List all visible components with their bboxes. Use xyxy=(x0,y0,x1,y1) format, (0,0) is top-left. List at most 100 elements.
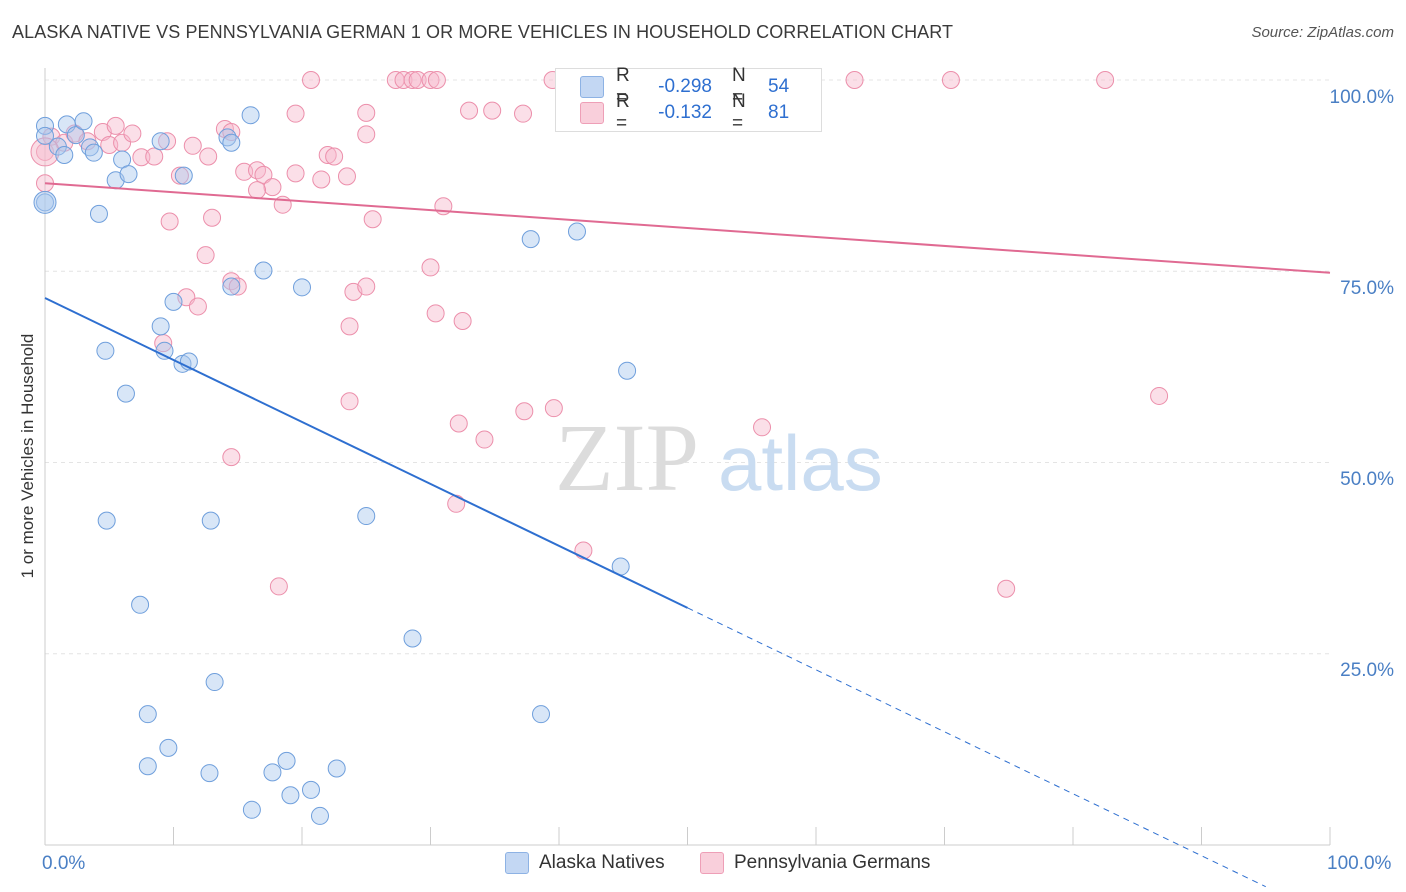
data-point xyxy=(158,132,177,151)
pennsylvania-germans-legend-swatch xyxy=(700,852,724,874)
data-point xyxy=(318,145,337,164)
n-label: N = xyxy=(732,91,746,134)
data-point xyxy=(941,71,960,89)
data-point xyxy=(119,165,138,184)
data-point xyxy=(30,137,60,167)
y-axis-title: 1 or more Vehicles in Household xyxy=(18,333,37,579)
data-point xyxy=(337,167,356,186)
stats-row-pennsylvania-germans: R = -0.132 N = 81 xyxy=(580,91,808,134)
watermark: ZIP atlas xyxy=(555,404,883,511)
data-point xyxy=(293,278,311,297)
data-point xyxy=(521,230,540,249)
data-point xyxy=(241,106,260,125)
data-point xyxy=(357,125,376,144)
alaska-natives-points xyxy=(33,106,637,825)
data-point xyxy=(203,208,222,227)
watermark-zip: ZIP xyxy=(555,404,699,511)
data-point xyxy=(188,297,207,316)
data-point xyxy=(89,204,108,223)
data-point xyxy=(248,161,267,180)
alaska-natives-swatch xyxy=(580,76,604,98)
data-point xyxy=(426,304,445,323)
data-point xyxy=(36,126,54,145)
data-point xyxy=(753,418,772,437)
data-point xyxy=(55,145,74,164)
series-legend: Alaska Natives Pennsylvania Germans xyxy=(0,852,1406,878)
data-point xyxy=(1096,71,1115,89)
data-point xyxy=(66,126,85,145)
data-point xyxy=(475,430,494,449)
y-tick-label-100: 100.0% xyxy=(1329,87,1394,108)
data-point xyxy=(96,341,115,360)
data-point xyxy=(269,577,288,596)
data-point xyxy=(340,317,359,336)
data-point xyxy=(222,448,241,467)
data-point xyxy=(460,101,479,120)
data-point xyxy=(277,751,296,770)
watermark-atlas: atlas xyxy=(718,419,883,507)
data-point xyxy=(363,210,382,229)
stats-legend: R = -0.298 N = 54 R = -0.132 N = 81 xyxy=(555,65,822,134)
data-point xyxy=(408,71,427,89)
data-point xyxy=(159,738,178,757)
data-point xyxy=(286,104,305,123)
data-point xyxy=(145,147,164,166)
data-point xyxy=(357,507,376,526)
pennsylvania-germans-swatch xyxy=(580,102,604,124)
trend-lines xyxy=(44,182,1331,888)
data-point xyxy=(310,806,329,825)
data-point xyxy=(205,673,224,692)
data-point xyxy=(325,147,344,166)
data-point xyxy=(33,190,57,214)
data-point xyxy=(447,494,466,513)
alaska-natives-legend-swatch xyxy=(505,852,529,874)
y-tick-label-50: 50.0% xyxy=(1340,469,1394,490)
data-point xyxy=(327,759,346,778)
y-tick-label-75: 75.0% xyxy=(1340,278,1394,299)
r-label: R = xyxy=(616,65,630,108)
alaska-natives-trend-line xyxy=(44,297,688,609)
y-tick-label-25: 25.0% xyxy=(1340,660,1394,681)
data-point xyxy=(36,116,54,135)
data-point xyxy=(1150,386,1169,405)
data-point xyxy=(228,277,247,296)
source-label: Source: ZipAtlas.com xyxy=(1251,24,1394,41)
data-point xyxy=(138,757,157,776)
data-point xyxy=(254,165,273,184)
data-point xyxy=(97,511,116,530)
data-point xyxy=(618,361,637,380)
data-point xyxy=(301,71,320,89)
pennsylvania-germans-points xyxy=(30,71,1169,598)
data-point xyxy=(131,595,150,614)
r-label: R = xyxy=(616,91,630,134)
data-point xyxy=(427,71,446,89)
data-point xyxy=(449,414,468,433)
data-point xyxy=(116,384,135,403)
data-point xyxy=(164,292,183,311)
data-point xyxy=(263,178,282,197)
data-point xyxy=(106,116,125,135)
data-point xyxy=(201,511,220,530)
legend-item-alaska-natives[interactable]: Alaska Natives xyxy=(505,852,665,874)
data-point xyxy=(567,222,586,241)
r-value: -0.132 xyxy=(658,102,712,123)
legend-item-pennsylvania-germans[interactable]: Pennsylvania Germans xyxy=(700,852,930,874)
data-point xyxy=(357,103,376,122)
data-point xyxy=(200,764,219,783)
alaska-natives-trend-extension xyxy=(687,607,1266,888)
data-point xyxy=(403,629,422,648)
stats-row-alaska-natives: R = -0.298 N = 54 xyxy=(580,65,808,108)
data-point xyxy=(183,136,202,155)
r-value: -0.298 xyxy=(658,76,712,97)
data-point xyxy=(222,133,241,152)
data-point xyxy=(845,71,864,89)
data-point xyxy=(74,112,93,131)
n-label: N = xyxy=(732,65,746,108)
data-point xyxy=(515,402,534,421)
legend-label-pennsylvania-germans: Pennsylvania Germans xyxy=(734,852,931,873)
data-point xyxy=(242,800,261,819)
data-point xyxy=(138,705,157,724)
data-point xyxy=(222,277,241,296)
data-point xyxy=(453,311,472,330)
